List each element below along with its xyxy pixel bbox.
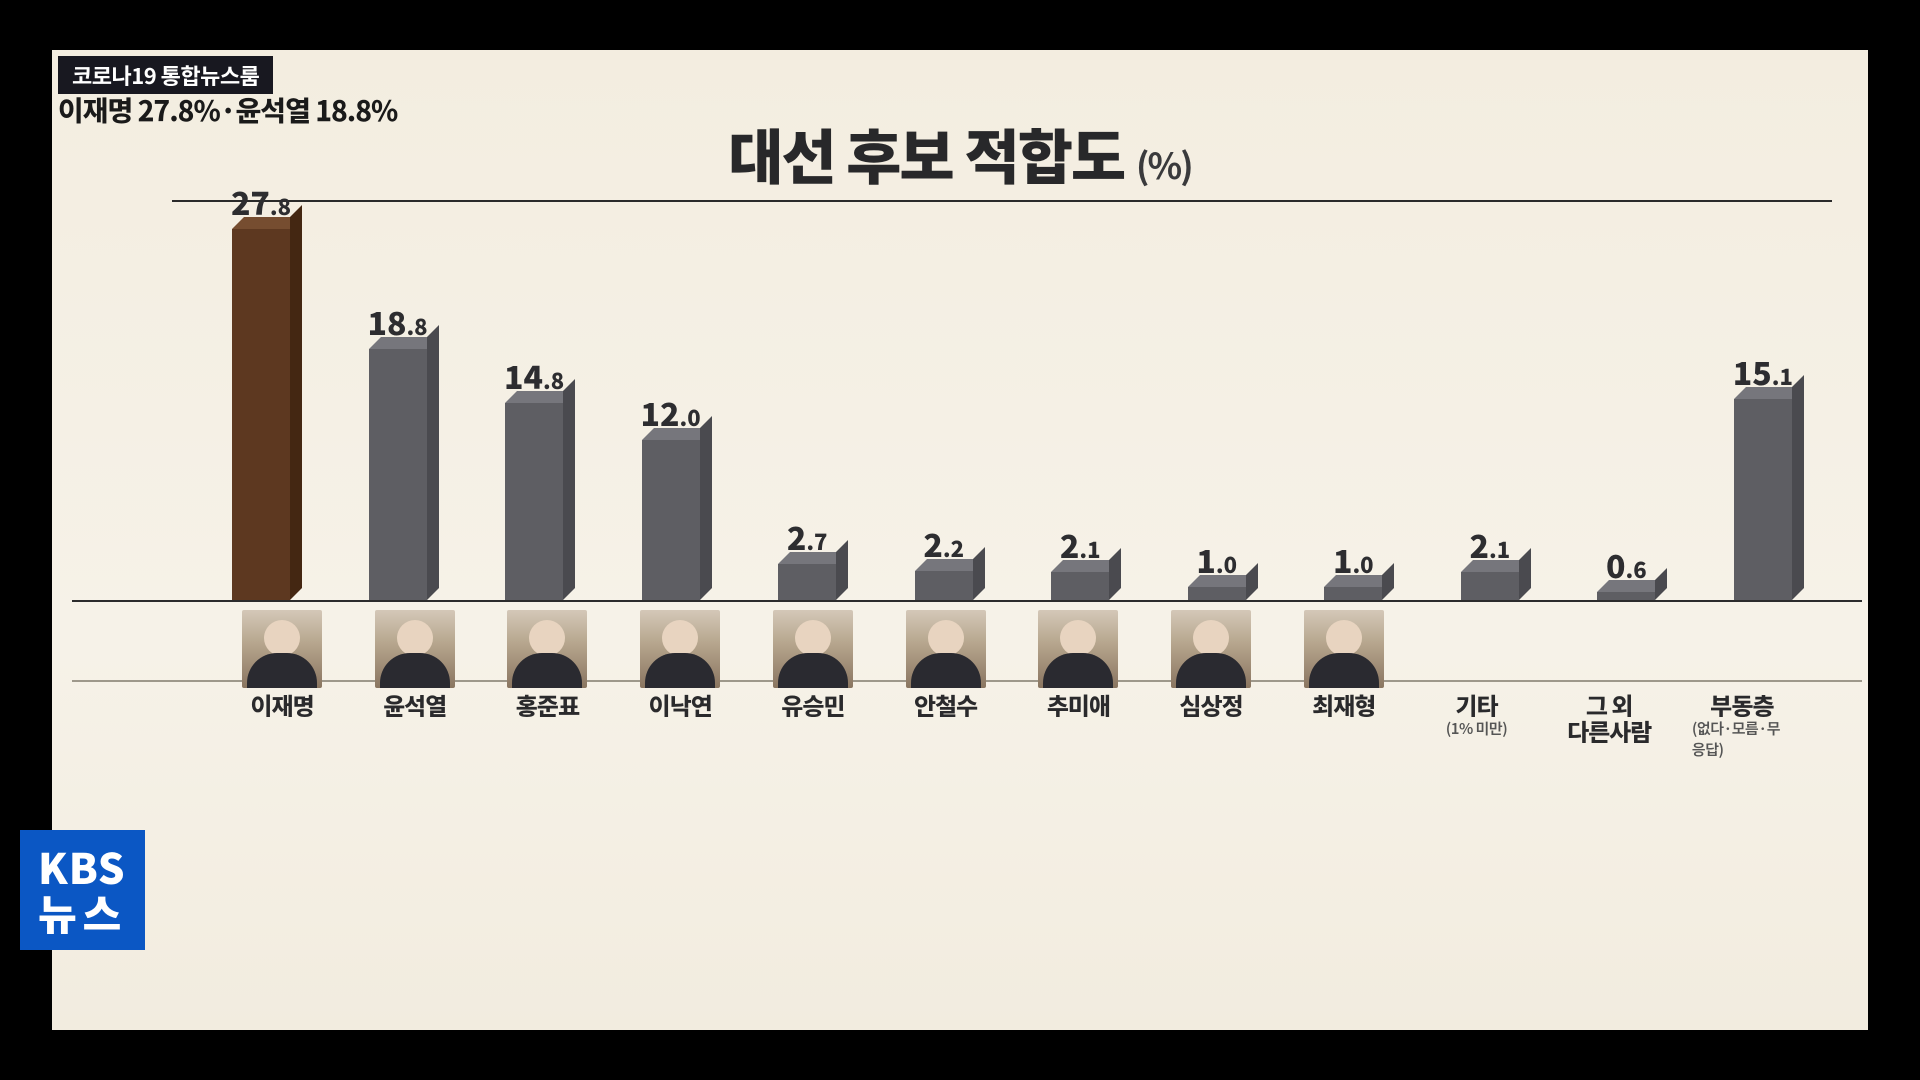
kbs-logo: KBS 뉴스	[20, 830, 145, 950]
candidate-label: 안철수	[914, 692, 977, 718]
photo-placeholder	[1436, 610, 1516, 688]
bar-item: 2.1	[1461, 572, 1519, 600]
bar-front-face	[1051, 572, 1109, 600]
candidate-label: 부동층	[1710, 692, 1773, 718]
candidate-label: 홍준표	[516, 692, 579, 718]
bar: 2.1	[1461, 572, 1519, 600]
label-item: 윤석열	[365, 610, 465, 760]
program-banner: 코로나19 통합뉴스룸	[58, 56, 273, 94]
bar-item: 15.1	[1734, 399, 1792, 600]
bar-front-face	[1461, 572, 1519, 600]
label-item: 부동층(없다·모름·무응답)	[1692, 610, 1792, 760]
photo-placeholder	[1569, 610, 1649, 688]
candidate-photo	[1038, 610, 1118, 688]
candidate-photo	[906, 610, 986, 688]
bar-side-face	[973, 547, 985, 600]
bar-front-face	[232, 229, 290, 600]
chart-title: 대선 후보 적합도 (%)	[728, 110, 1192, 197]
bar: 0.6	[1597, 592, 1655, 600]
chart-title-unit: (%)	[1136, 138, 1192, 190]
chart-frame: 코로나19 통합뉴스룸 이재명 27.8%·윤석열 18.8% 대선 후보 적합…	[52, 50, 1868, 1030]
candidate-label-sub: (없다·모름·무응답)	[1692, 718, 1792, 760]
candidate-photo	[1304, 610, 1384, 688]
logo-line2: 뉴스	[38, 890, 127, 936]
bar: 2.2	[915, 571, 973, 600]
bar-side-face	[1519, 548, 1531, 600]
bar-side-face	[563, 379, 575, 600]
bar: 2.1	[1051, 572, 1109, 600]
bar-front-face	[642, 440, 700, 600]
labels-container: 이재명 윤석열 홍준표 이낙연 유승민 안철수 추미애 심상정 최재형 기타(1% 미만) 그 외다…	[232, 610, 1792, 760]
candidate-photo	[242, 610, 322, 688]
photo-placeholder	[1702, 610, 1782, 688]
bar-item: 14.8	[505, 403, 563, 600]
candidate-label: 윤석열	[383, 692, 446, 718]
candidate-label: 이재명	[250, 692, 313, 718]
candidate-photo	[640, 610, 720, 688]
bar-item: 27.8	[232, 229, 290, 600]
candidate-label: 최재형	[1312, 692, 1375, 718]
axis-bottom-line	[72, 600, 1862, 602]
bars-container: 27.8 18.8 14.8 12.0 2.7 2.2 2.1 1.0 1.0 2.1 0.6 15.…	[232, 229, 1792, 600]
bar-side-face	[1109, 548, 1121, 600]
bar-front-face	[778, 564, 836, 600]
label-item: 홍준표	[497, 610, 597, 760]
label-item: 이재명	[232, 610, 332, 760]
bar-side-face	[1792, 375, 1804, 600]
bar: 2.7	[778, 564, 836, 600]
candidate-label: 그 외다른사람	[1567, 692, 1651, 745]
headline-text: 이재명 27.8%·윤석열 18.8%	[58, 90, 397, 130]
bar: 1.0	[1188, 587, 1246, 600]
bar-item: 1.0	[1188, 587, 1246, 600]
bar: 14.8	[505, 403, 563, 600]
bar-item: 12.0	[642, 440, 700, 600]
label-item: 최재형	[1294, 610, 1394, 760]
bar-item: 2.1	[1051, 572, 1109, 600]
label-item: 기타(1% 미만)	[1426, 610, 1526, 760]
candidate-photo	[375, 610, 455, 688]
candidate-label: 심상정	[1179, 692, 1242, 718]
label-item: 그 외다른사람	[1559, 610, 1659, 760]
bar: 1.0	[1324, 587, 1382, 600]
label-item: 심상정	[1161, 610, 1261, 760]
chart-area: 27.8 18.8 14.8 12.0 2.7 2.2 2.1 1.0 1.0 2.1 0.6 15.…	[172, 200, 1832, 760]
bar-item: 1.0	[1324, 587, 1382, 600]
bar-side-face	[1246, 563, 1258, 600]
bar-side-face	[836, 540, 848, 600]
bar-side-face	[700, 416, 712, 600]
candidate-label: 유승민	[781, 692, 844, 718]
candidate-photo	[773, 610, 853, 688]
bar: 15.1	[1734, 399, 1792, 600]
bar-side-face	[1655, 568, 1667, 600]
bar: 12.0	[642, 440, 700, 600]
bar-item: 18.8	[369, 349, 427, 600]
bar-item: 2.7	[778, 564, 836, 600]
candidate-label: 이낙연	[649, 692, 712, 718]
bar-front-face	[1597, 592, 1655, 600]
chart-title-main: 대선 후보 적합도	[728, 110, 1124, 197]
bar-front-face	[1188, 587, 1246, 600]
label-item: 유승민	[763, 610, 863, 760]
bar-item: 0.6	[1597, 592, 1655, 600]
candidate-label: 기타	[1455, 692, 1497, 718]
bar-front-face	[369, 349, 427, 600]
candidate-photo	[1171, 610, 1251, 688]
label-item: 안철수	[896, 610, 996, 760]
bar-front-face	[915, 571, 973, 600]
candidate-label-sub: (1% 미만)	[1446, 718, 1507, 739]
candidate-label: 추미애	[1047, 692, 1110, 718]
bar: 27.8	[232, 229, 290, 600]
bar-item: 2.2	[915, 571, 973, 600]
label-item: 이낙연	[630, 610, 730, 760]
bar-front-face	[1324, 587, 1382, 600]
bar-side-face	[1382, 563, 1394, 600]
bar-side-face	[427, 325, 439, 600]
label-item: 추미애	[1028, 610, 1128, 760]
bar-front-face	[1734, 399, 1792, 600]
bar: 18.8	[369, 349, 427, 600]
axis-top-line	[172, 200, 1832, 202]
candidate-photo	[507, 610, 587, 688]
bar-front-face	[505, 403, 563, 600]
bar-side-face	[290, 205, 302, 600]
